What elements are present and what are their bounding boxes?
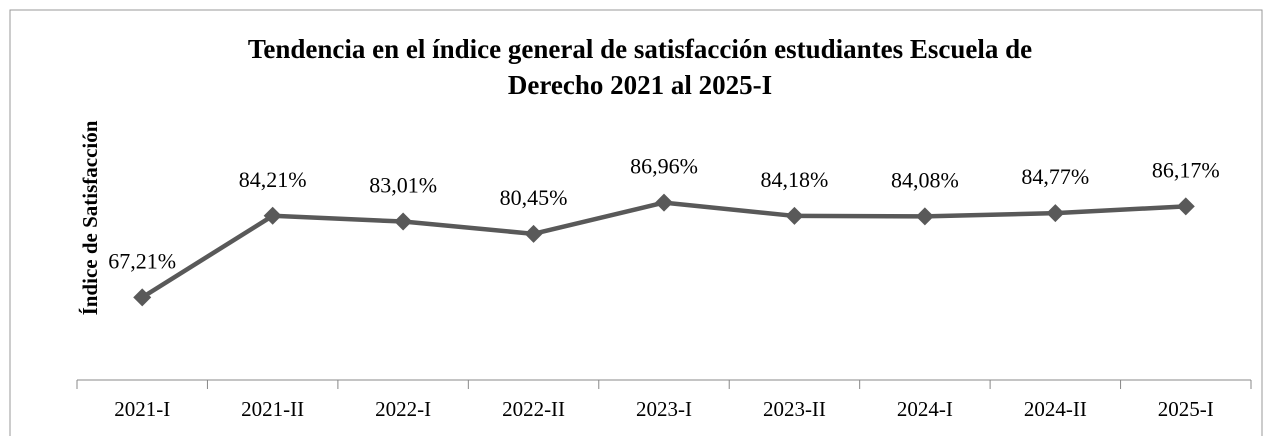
marker	[1046, 204, 1065, 223]
x-tick-label: 2022-II	[502, 397, 565, 421]
data-label: 67,21%	[108, 248, 176, 273]
x-tick-label: 2025-I	[1158, 397, 1214, 421]
marker	[1176, 197, 1195, 216]
x-tick-label: 2023-I	[636, 397, 692, 421]
x-tick-label: 2021-I	[114, 397, 170, 421]
marker	[785, 206, 804, 225]
marker	[133, 288, 152, 307]
marker	[915, 207, 934, 226]
data-label: 86,17%	[1152, 157, 1220, 182]
line	[141, 200, 1186, 300]
chart-title: Tendencia en el índice general de satisf…	[248, 34, 1032, 64]
x-tick-label: 2022-I	[375, 397, 431, 421]
chart-frame	[9, 9, 1263, 436]
x-tick-label: 2021-II	[241, 397, 304, 421]
x-tick-label: 2023-II	[763, 397, 826, 421]
marker	[524, 224, 543, 243]
x-tick-label: 2024-I	[897, 397, 953, 421]
data-label: 80,45%	[500, 185, 568, 210]
x-tick-label: 2024-II	[1024, 397, 1087, 421]
data-label: 83,01%	[369, 173, 437, 198]
y-axis-label: Índice de Satisfacción	[78, 120, 102, 315]
data-label: 84,18%	[761, 167, 829, 192]
data-label: 84,77%	[1021, 164, 1089, 189]
marker	[263, 206, 282, 225]
data-label: 84,08%	[891, 167, 959, 192]
chart-title: Derecho 2021 al 2025-I	[508, 70, 772, 100]
data-label: 86,96%	[630, 154, 698, 179]
data-label: 84,21%	[239, 167, 307, 192]
marker	[655, 193, 673, 212]
marker	[394, 212, 413, 231]
